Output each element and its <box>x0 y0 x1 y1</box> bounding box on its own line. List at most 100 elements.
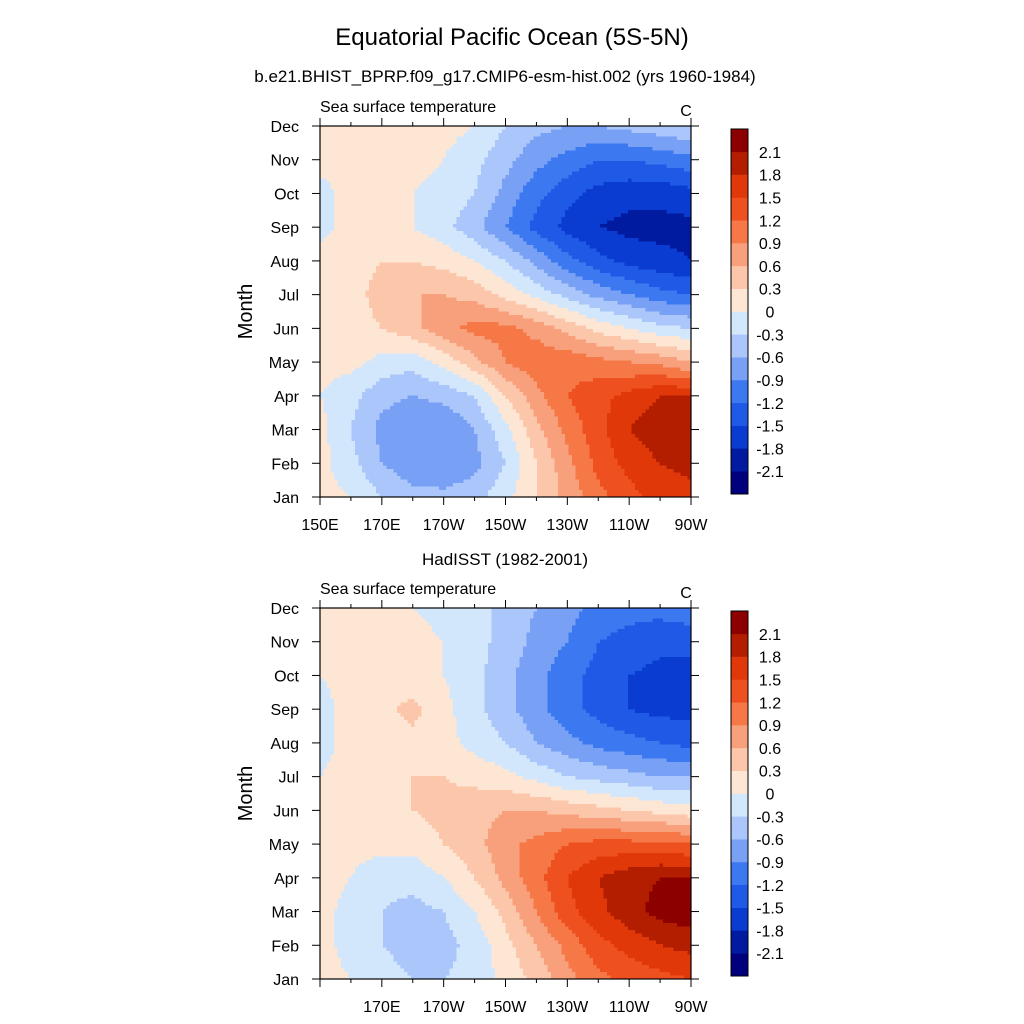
sst-cell <box>422 196 426 200</box>
sst-cell <box>359 420 363 424</box>
sst-cell <box>425 385 429 389</box>
sst-cell <box>341 483 345 487</box>
sst-cell <box>352 315 356 319</box>
sst-cell <box>338 221 342 225</box>
sst-cell <box>453 322 457 326</box>
sst-cell <box>478 312 482 316</box>
sst-cell <box>422 483 426 487</box>
sst-cell <box>404 259 408 263</box>
sst-cell <box>415 168 419 172</box>
sst-cell <box>341 424 345 428</box>
sst-cell <box>404 305 408 309</box>
sst-cell <box>369 431 373 435</box>
sst-cell <box>338 343 342 347</box>
sst-cell <box>457 130 461 134</box>
sst-cell <box>348 228 352 232</box>
sst-cell <box>464 133 468 137</box>
sst-cell <box>474 343 478 347</box>
sst-cell <box>422 389 426 393</box>
sst-cell <box>425 179 429 183</box>
sst-cell <box>331 287 335 291</box>
sst-cell <box>380 413 384 417</box>
sst-cell <box>387 207 391 211</box>
sst-cell <box>376 336 380 340</box>
sst-cell <box>464 144 468 148</box>
sst-cell <box>352 189 356 193</box>
sst-cell <box>411 399 415 403</box>
sst-cell <box>394 357 398 361</box>
sst-cell <box>415 165 419 169</box>
sst-cell <box>404 301 408 305</box>
sst-cell <box>355 319 359 323</box>
sst-cell <box>453 462 457 466</box>
sst-cell <box>355 287 359 291</box>
sst-cell <box>436 165 440 169</box>
sst-cell <box>390 196 394 200</box>
sst-cell <box>443 151 447 155</box>
sst-cell <box>324 427 328 431</box>
sst-cell <box>373 242 377 246</box>
sst-cell <box>411 378 415 382</box>
sst-cell <box>373 445 377 449</box>
sst-cell <box>474 445 478 449</box>
sst-cell <box>376 221 380 225</box>
sst-cell <box>460 228 464 232</box>
sst-cell <box>429 350 433 354</box>
sst-cell <box>331 396 335 400</box>
sst-cell <box>418 378 422 382</box>
sst-cell <box>432 385 436 389</box>
sst-cell <box>432 315 436 319</box>
sst-cell <box>369 249 373 253</box>
sst-cell <box>425 301 429 305</box>
sst-cell <box>362 350 366 354</box>
sst-cell <box>415 287 419 291</box>
sst-cell <box>439 308 443 312</box>
sst-cell <box>443 490 447 494</box>
sst-cell <box>401 277 405 281</box>
sst-cell <box>324 298 328 302</box>
sst-cell <box>425 329 429 333</box>
sst-cell <box>415 259 419 263</box>
sst-cell <box>474 336 478 340</box>
sst-cell <box>334 420 338 424</box>
sst-cell <box>453 245 457 249</box>
sst-cell <box>362 455 366 459</box>
sst-cell <box>345 301 349 305</box>
sst-cell <box>387 480 391 484</box>
sst-cell <box>446 452 450 456</box>
sst-cell <box>331 137 335 141</box>
sst-cell <box>341 207 345 211</box>
sst-cell <box>369 333 373 337</box>
sst-cell <box>390 473 394 477</box>
sst-cell <box>443 256 447 260</box>
sst-cell <box>394 368 398 372</box>
sst-cell <box>331 161 335 165</box>
sst-cell <box>401 238 405 242</box>
sst-cell <box>460 182 464 186</box>
sst-cell <box>327 238 331 242</box>
sst-cell <box>404 424 408 428</box>
sst-cell <box>380 154 384 158</box>
sst-cell <box>334 277 338 281</box>
sst-cell <box>474 168 478 172</box>
sst-cell <box>464 137 468 141</box>
sst-cell <box>348 448 352 452</box>
sst-cell <box>390 413 394 417</box>
sst-cell <box>373 459 377 463</box>
sst-cell <box>425 207 429 211</box>
sst-cell <box>380 469 384 473</box>
sst-cell <box>450 322 454 326</box>
sst-cell <box>380 466 384 470</box>
sst-cell <box>457 182 461 186</box>
sst-cell <box>383 245 387 249</box>
sst-cell <box>324 235 328 239</box>
sst-cell <box>359 315 363 319</box>
sst-cell <box>345 308 349 312</box>
sst-cell <box>397 326 401 330</box>
sst-cell <box>401 480 405 484</box>
sst-cell <box>324 371 328 375</box>
sst-cell <box>471 424 475 428</box>
sst-cell <box>471 389 475 393</box>
sst-cell <box>355 343 359 347</box>
sst-cell <box>366 322 370 326</box>
